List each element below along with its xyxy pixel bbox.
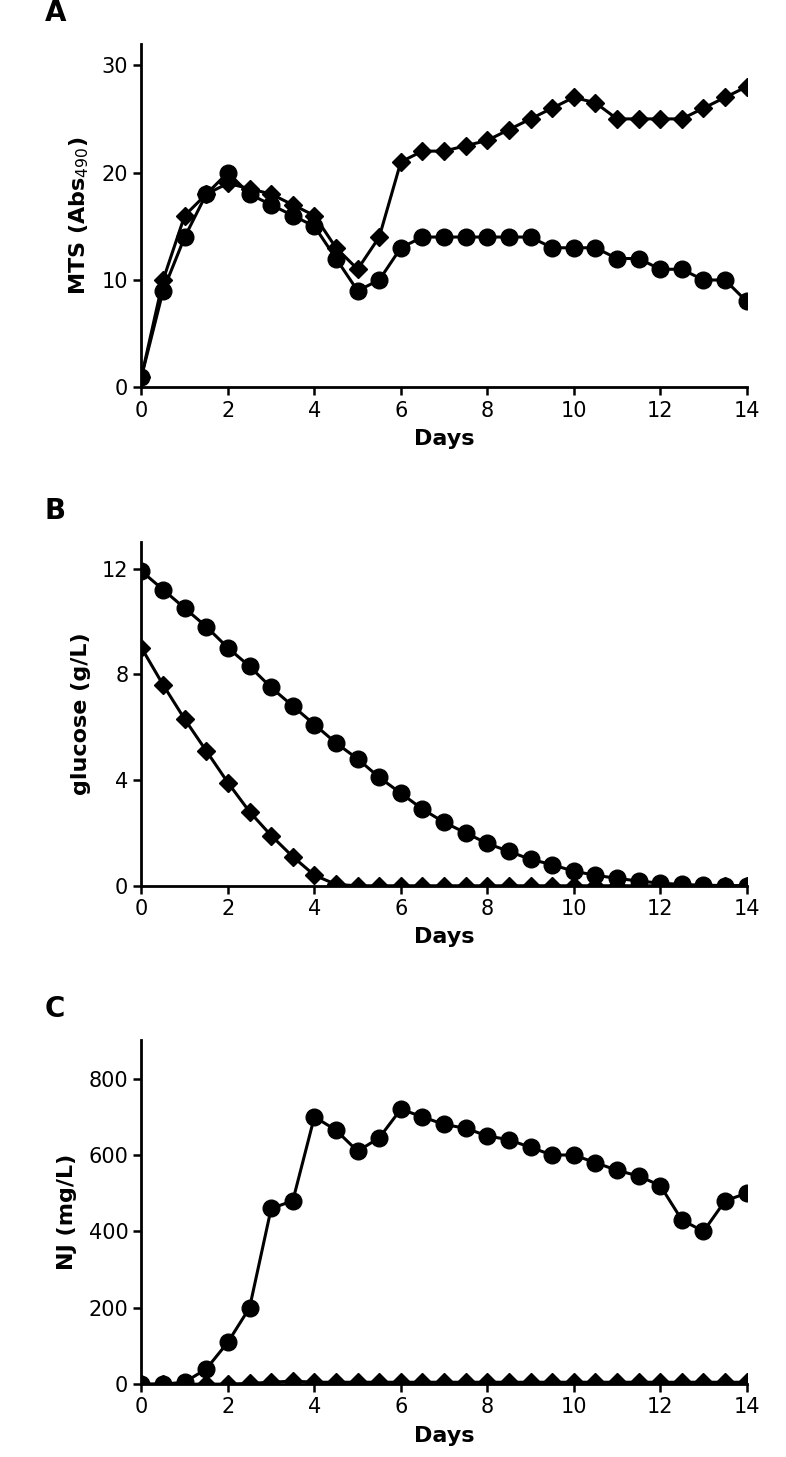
- Text: A: A: [45, 0, 66, 26]
- Text: B: B: [45, 497, 66, 525]
- Text: C: C: [45, 995, 65, 1023]
- Y-axis label: MTS (Abs$_{490}$): MTS (Abs$_{490}$): [67, 137, 90, 294]
- X-axis label: Days: Days: [414, 1426, 474, 1445]
- Y-axis label: NJ (mg/L): NJ (mg/L): [57, 1154, 77, 1271]
- Y-axis label: glucose (g/L): glucose (g/L): [71, 632, 90, 796]
- X-axis label: Days: Days: [414, 927, 474, 947]
- X-axis label: Days: Days: [414, 428, 474, 449]
